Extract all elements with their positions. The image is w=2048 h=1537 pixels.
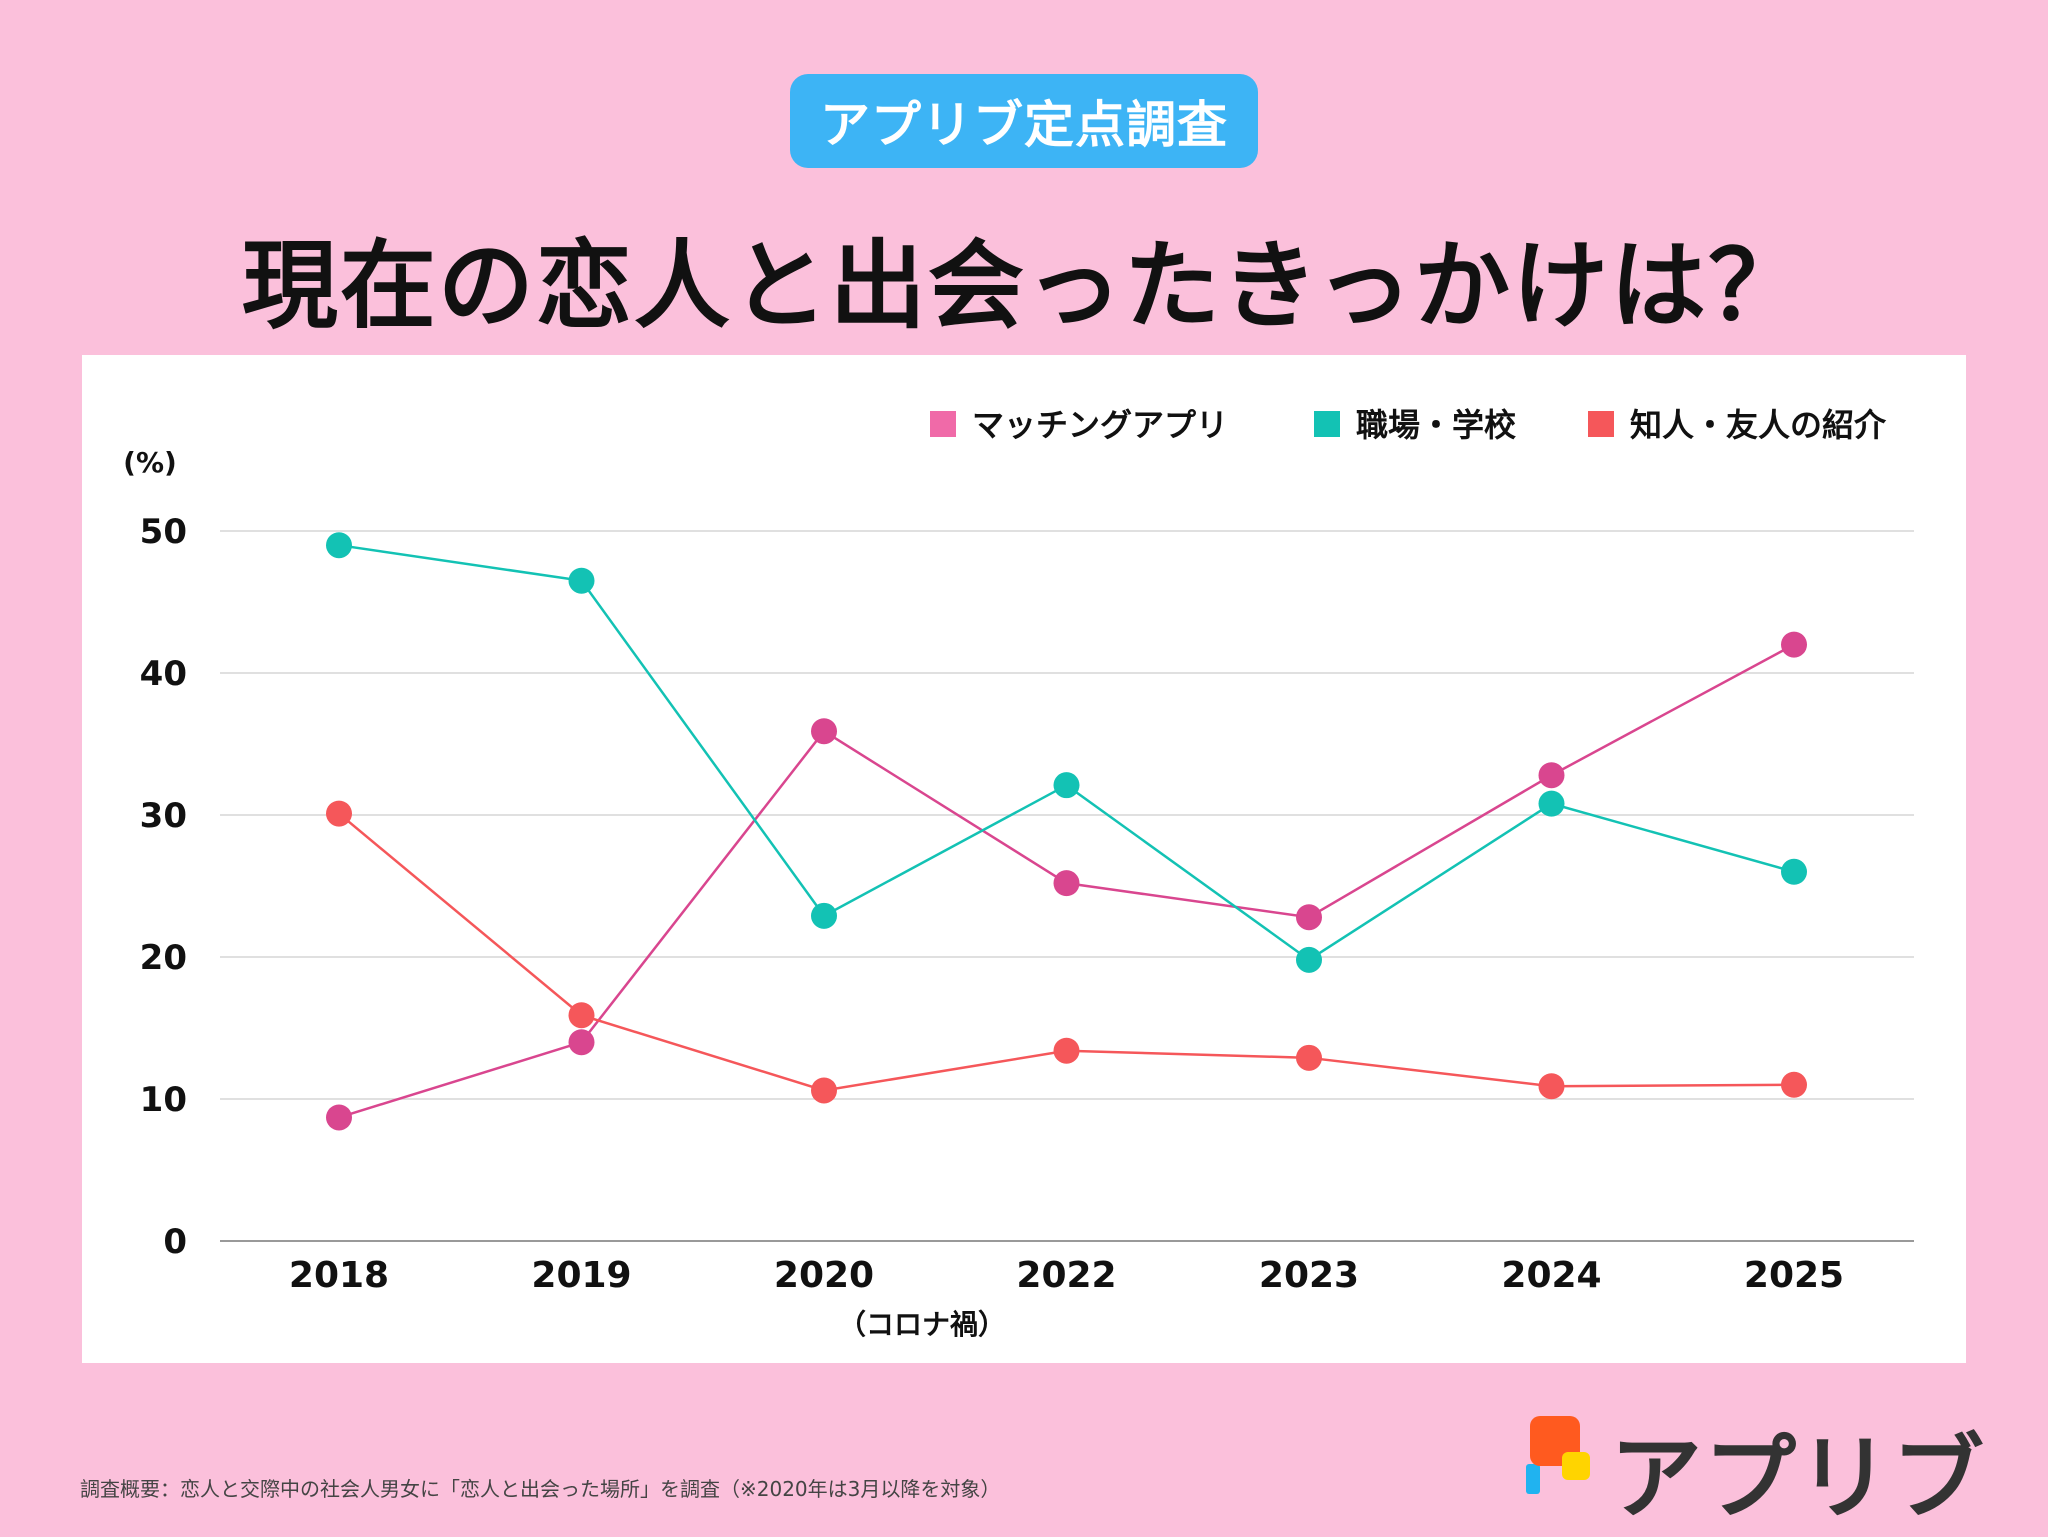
- data-point: [1296, 1044, 1322, 1071]
- brand-name: アプリブ: [1610, 1425, 1987, 1532]
- data-point: [1538, 790, 1565, 817]
- x-tick-label: 2022: [1016, 1255, 1116, 1296]
- x-tick-label: 2019: [531, 1255, 631, 1296]
- data-point: [568, 1029, 595, 1056]
- y-tick-label: 20: [140, 938, 187, 978]
- legend-label: 知人・友人の紹介: [1630, 406, 1887, 444]
- data-point: [1296, 946, 1322, 973]
- legend-label: 職場・学校: [1356, 406, 1516, 444]
- data-point: [1053, 870, 1080, 897]
- data-point: [811, 1077, 837, 1104]
- line-chart: 0 10 20 30 40 50 (%) 2018 2019 2020 （コロナ禍） 2022 2023…: [123, 406, 1914, 1341]
- data-point: [1781, 858, 1807, 885]
- data-point: [1781, 1071, 1807, 1098]
- survey-footnote: 調査概要：恋人と交際中の社会人男女に「恋人と出会った場所」を調査（※2020年は…: [80, 1477, 1001, 1501]
- x-tick-label: 2025: [1744, 1255, 1844, 1296]
- data-point: [1296, 904, 1322, 931]
- data-point: [326, 532, 352, 559]
- y-tick-label: 0: [163, 1222, 187, 1262]
- x-tick-note: （コロナ禍）: [838, 1308, 1006, 1341]
- chart-panel: 0 10 20 30 40 50 (%) 2018 2019 2020 （コロナ禍） 2022 2023…: [82, 355, 1966, 1363]
- y-tick-label: 40: [140, 654, 187, 694]
- y-tick-label: 50: [140, 512, 187, 552]
- data-point: [1053, 1037, 1080, 1064]
- x-tick-label: 2023: [1259, 1255, 1359, 1296]
- x-tick-label: 2024: [1501, 1255, 1601, 1296]
- brand-logo-icon: [1526, 1416, 1590, 1494]
- data-point: [326, 800, 352, 827]
- survey-badge: アプリブ定点調査: [790, 74, 1258, 168]
- data-point: [1538, 762, 1565, 789]
- data-point: [1781, 631, 1807, 658]
- survey-badge-label: アプリブ定点調査: [820, 96, 1228, 154]
- x-tick-label: 2018: [289, 1255, 389, 1296]
- brand-logo: アプリブ: [1520, 1410, 1984, 1532]
- legend-swatch: [1314, 411, 1340, 437]
- legend-label: マッチングアプリ: [972, 406, 1228, 444]
- page-title: 現在の恋人と出会ったきっかけは？: [241, 230, 1807, 342]
- data-point: [811, 718, 837, 745]
- legend-swatch: [1588, 411, 1614, 437]
- y-tick-label: 10: [140, 1080, 187, 1120]
- data-point: [1053, 772, 1080, 799]
- y-tick-label: 30: [140, 796, 187, 836]
- series-line: [338, 543, 1795, 962]
- data-point: [811, 902, 837, 929]
- data-point: [568, 1002, 595, 1029]
- legend-swatch: [930, 411, 956, 437]
- y-axis-unit: (%): [123, 446, 177, 479]
- data-point: [568, 567, 595, 594]
- x-tick-label: 2020: [774, 1255, 874, 1296]
- data-point: [1538, 1073, 1565, 1100]
- data-point: [326, 1104, 352, 1131]
